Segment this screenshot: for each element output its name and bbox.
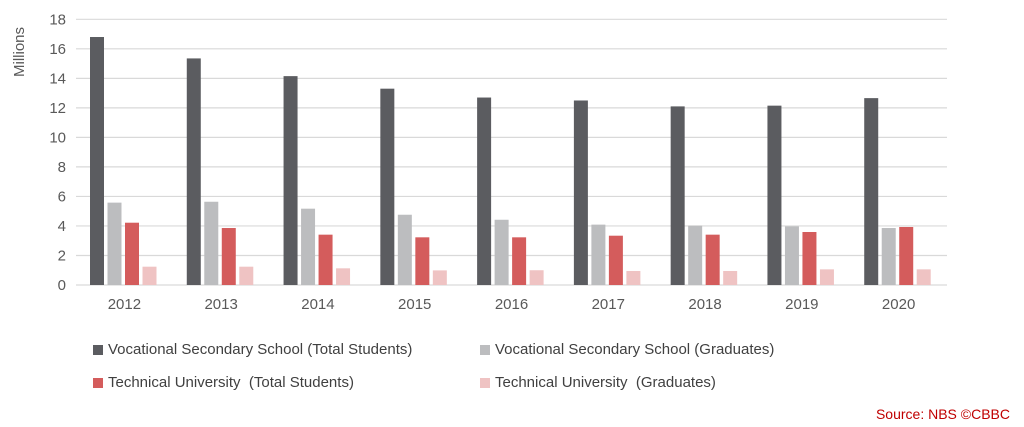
y-tick-label: 0 (58, 277, 66, 294)
bar-3-2015 (432, 270, 447, 285)
y-axis-label: Millions (11, 27, 28, 77)
x-tick-label: 2017 (592, 296, 625, 313)
bar-0-2017 (573, 100, 588, 285)
bar-1-2015 (397, 214, 412, 285)
bar-3-2017 (626, 270, 641, 285)
bar-1-2020 (881, 228, 896, 285)
bar-0-2014 (283, 76, 298, 285)
x-tick-label: 2013 (204, 296, 237, 313)
bar-2-2015 (415, 237, 430, 285)
bar-3-2020 (916, 269, 931, 285)
bar-2-2019 (802, 232, 817, 285)
bar-0-2012 (90, 37, 104, 285)
legend-item-1: Vocational Secondary School (Graduates) (480, 341, 774, 358)
bar-1-2019 (784, 226, 799, 285)
x-tick-label: 2012 (108, 296, 141, 313)
bar-1-2016 (494, 219, 509, 285)
y-tick-label: 18 (49, 11, 66, 28)
bar-1-2014 (301, 208, 316, 285)
legend-label: Vocational Secondary School (Graduates) (495, 341, 775, 358)
bar-2-2014 (318, 234, 333, 285)
bar-2-2016 (512, 237, 527, 285)
bar-0-2019 (767, 105, 782, 285)
legend-swatch (480, 377, 490, 388)
x-tick-label: 2018 (688, 296, 721, 313)
bar-1-2018 (688, 225, 703, 285)
x-tick-label: 2015 (398, 296, 431, 313)
bar-3-2014 (336, 268, 351, 285)
chart-plot: 0 2 4 6 8 10 12 14 16 18 Millions 2012 2013 2014 2015 2… (11, 11, 947, 313)
bar-0-2013 (186, 58, 201, 285)
bar-2-2017 (608, 235, 623, 285)
bar-3-2013 (239, 266, 254, 285)
legend-swatch (93, 344, 103, 355)
legend-item-2: Technical University (Total Students) (93, 374, 354, 391)
y-tick-label: 4 (58, 218, 66, 235)
x-tick-label: 2016 (495, 296, 528, 313)
source-note: Source: NBS ©CBBC (875, 406, 1010, 422)
y-tick-label: 8 (58, 159, 66, 176)
y-tick-label: 12 (49, 100, 66, 117)
bar-3-2012 (142, 266, 157, 285)
bar-0-2020 (864, 98, 879, 286)
x-tick-label: 2019 (785, 296, 818, 313)
legend-swatch (93, 377, 103, 388)
bar-3-2019 (819, 269, 834, 285)
bar-2-2018 (705, 234, 720, 285)
y-tick-label: 10 (49, 129, 66, 146)
y-tick-label: 2 (58, 247, 66, 264)
bar-3-2018 (723, 270, 738, 285)
x-tick-label: 2020 (882, 296, 915, 313)
legend-label: Vocational Secondary School (Total Stude… (108, 341, 413, 358)
bar-1-2017 (591, 224, 606, 285)
legend-swatch (480, 344, 490, 355)
bar-0-2016 (477, 97, 492, 285)
legend-label: Technical University (Total Students) (108, 374, 354, 391)
legend-item-0: Vocational Secondary School (Total Stude… (93, 341, 412, 358)
bar-2-2020 (899, 226, 914, 285)
legend-label: Technical University (Graduates) (495, 374, 716, 391)
x-tick-label: 2014 (301, 296, 334, 313)
bar-1-2013 (204, 201, 219, 285)
y-tick-label: 16 (49, 41, 66, 58)
bar-0-2018 (670, 106, 685, 285)
y-tick-label: 6 (58, 188, 66, 205)
bar-3-2016 (529, 270, 544, 285)
bar-2-2012 (125, 222, 139, 285)
y-tick-label: 14 (49, 70, 66, 87)
bar-2-2013 (221, 228, 236, 285)
legend-item-3: Technical University (Graduates) (480, 374, 716, 391)
bar-1-2012 (107, 202, 122, 285)
bar-0-2015 (380, 88, 395, 286)
